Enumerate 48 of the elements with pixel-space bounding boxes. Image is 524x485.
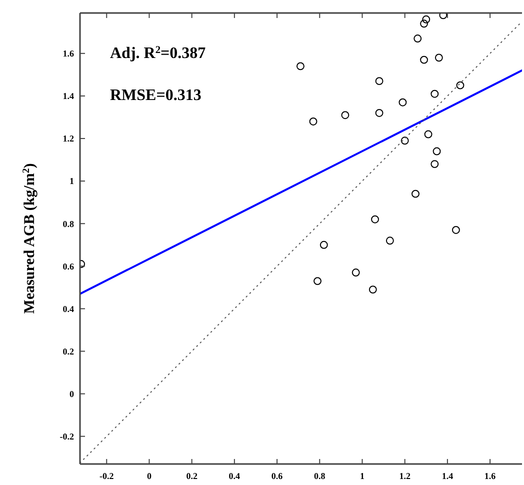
y-tick-label: 0.4 — [62, 304, 74, 314]
point — [420, 20, 428, 28]
point — [420, 56, 428, 64]
x-tick-label: 0.6 — [271, 471, 284, 481]
point — [320, 240, 328, 249]
annotation: RMSE=0.313 — [110, 87, 202, 104]
point — [296, 62, 304, 70]
point — [314, 277, 322, 286]
x-tick-label: -0.2 — [100, 471, 114, 481]
y-tick-label: 1.2 — [62, 134, 74, 144]
point — [452, 226, 460, 234]
y-tick-label: 0.6 — [62, 261, 74, 272]
point — [368, 286, 377, 294]
point — [352, 268, 360, 277]
point — [430, 160, 439, 168]
x-tick-label: 0.2 — [186, 471, 198, 481]
point — [341, 111, 350, 120]
point — [439, 13, 448, 20]
point — [430, 90, 439, 98]
y-tick-label: 0 — [70, 388, 74, 399]
y-tick-label: 0.2 — [62, 346, 74, 356]
y-tick-label: -0.2 — [60, 431, 74, 442]
point — [386, 236, 394, 245]
point — [434, 54, 443, 62]
point — [309, 118, 318, 126]
x-tick-label: 0.8 — [314, 471, 326, 481]
y-tick-label: 1.6 — [62, 48, 74, 59]
point — [414, 34, 422, 42]
point — [432, 147, 441, 156]
x-tick-label: 1 — [360, 471, 365, 481]
y-tick-label: 0.8 — [62, 218, 74, 229]
point — [398, 98, 407, 106]
point — [371, 215, 379, 224]
y-tick-label: 1 — [70, 176, 74, 186]
point — [422, 15, 430, 24]
annotation: Adj. R$^{2}$=0.387 — [110, 44, 206, 62]
x-tick-label: 1.6 — [484, 471, 496, 481]
point — [424, 130, 432, 138]
point — [456, 81, 464, 90]
point — [412, 190, 420, 198]
point — [375, 77, 384, 86]
x-tick-label: 1.2 — [399, 471, 411, 481]
y-tick-label: 1.4 — [62, 91, 74, 102]
x-tick-label: 1.4 — [442, 471, 454, 481]
x-tick-label: 0 — [146, 471, 152, 481]
point — [400, 136, 409, 145]
x-tick-label: 0.4 — [228, 471, 241, 481]
point — [375, 109, 384, 117]
